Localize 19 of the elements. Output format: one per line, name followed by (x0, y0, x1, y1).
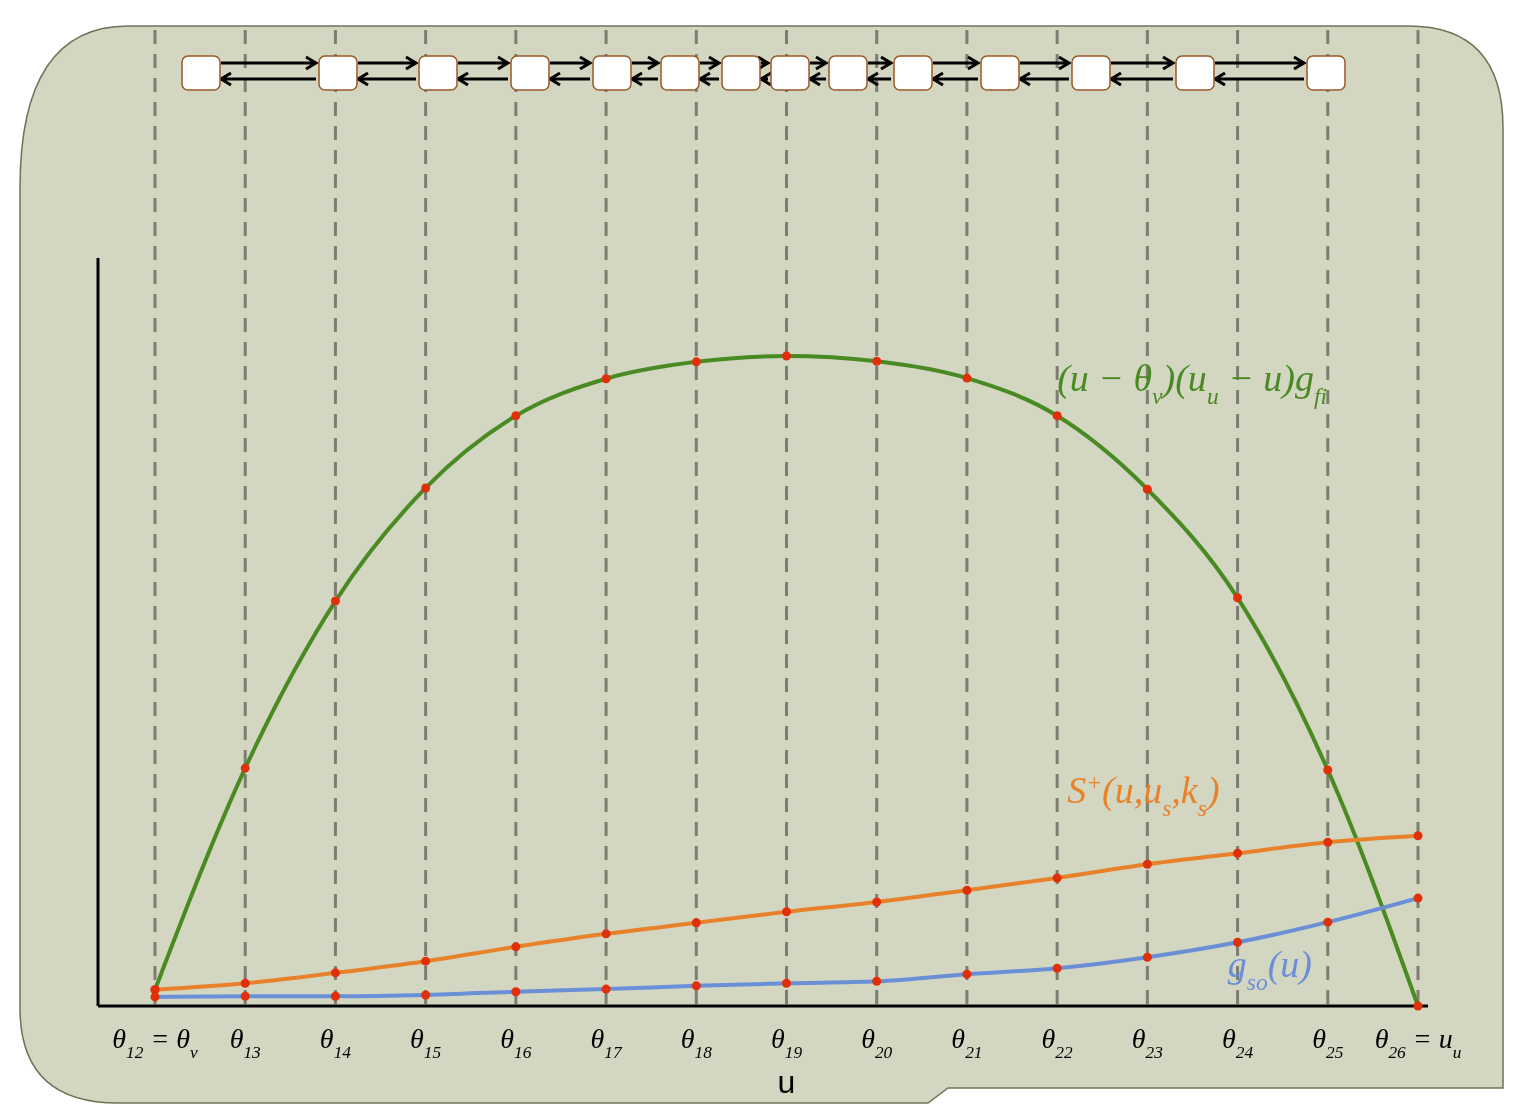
x-tick-label: θ$_{14}$ (319, 1023, 352, 1062)
x-tick-label: θ$_{25}$ (1312, 1023, 1344, 1062)
x-tick-label: θ$_{19}$ (770, 1023, 803, 1062)
x-tick-label: θ$_{13}$ (229, 1023, 262, 1062)
x-tick-label: θ$_{15}$ (410, 1023, 442, 1062)
x-tick-label: θ$_{16}$ (500, 1023, 532, 1062)
x-tick-label: θ$_{17}$ (590, 1023, 623, 1062)
x-axis-title: u (777, 1064, 796, 1100)
series-label: g$_{so}$(u) (1227, 943, 1313, 996)
x-tick-label: θ$_{20}$ (861, 1023, 893, 1062)
x-tick-label: θ$_{24}$ (1222, 1023, 1254, 1062)
x-tick-label: θ$_{21}$ (951, 1023, 983, 1062)
x-tick-label: θ$_{18}$ (680, 1023, 713, 1062)
x-tick-label: θ$_{22}$ (1041, 1023, 1074, 1062)
series-label: S$^{+}$(u,u$_{s}$,k$_{s}$) (1067, 768, 1220, 821)
x-tick-label: θ$_{26}$ = u$_{u}$ (1374, 1023, 1462, 1062)
x-tick-label: θ$_{23}$ (1131, 1023, 1164, 1062)
x-tick-label: θ$_{12}$ = θ$_{v}$ (112, 1023, 199, 1062)
series-label: (u − θ$_{v}$)(u$_{u}$ − u)g$_{fi}$ (1057, 356, 1328, 409)
